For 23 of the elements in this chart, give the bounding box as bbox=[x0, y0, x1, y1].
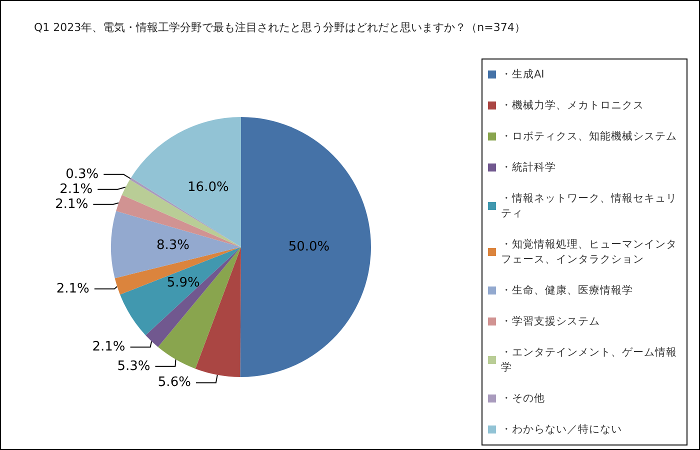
legend-label: ・学習支援システム bbox=[501, 314, 600, 328]
data-label: 5.3% bbox=[117, 358, 150, 374]
legend-label: ・統計科学 bbox=[501, 160, 556, 174]
legend-label: ・エンタテインメント、ゲーム情報学 bbox=[501, 346, 677, 374]
data-label: 2.1% bbox=[60, 182, 93, 197]
data-label: 50.0% bbox=[288, 240, 330, 255]
legend-label: ・機械力学、メカトロニクス bbox=[501, 98, 644, 112]
legend-label: ・生成AI bbox=[501, 68, 544, 80]
data-label: 2.1% bbox=[92, 340, 126, 355]
chart-title: Q1 2023年、電気・情報工学分野で最も注目されたと思う分野はどれだと思いますか？（n=374） bbox=[34, 21, 526, 34]
legend-label: ・知覚情報処理、ヒューマンインタフェース、インタラクション bbox=[501, 238, 677, 266]
data-label: 16.0% bbox=[188, 180, 229, 195]
legend-label: ・ロボティクス、知能機械システム bbox=[501, 130, 677, 142]
data-label: 0.3% bbox=[66, 166, 99, 182]
data-label: 2.1% bbox=[55, 196, 88, 212]
legend-label: ・情報ネットワーク、情報セキュリティ bbox=[501, 192, 677, 220]
data-label: 2.1% bbox=[56, 281, 90, 296]
data-label: 8.3% bbox=[156, 238, 190, 254]
data-label: 5.9% bbox=[166, 276, 200, 291]
legend-label: ・その他 bbox=[501, 392, 545, 404]
data-label: 5.6% bbox=[158, 375, 191, 390]
legend-label: ・わからない／特にない bbox=[501, 424, 622, 436]
legend-label: ・生命、健康、医療情報学 bbox=[501, 284, 633, 296]
